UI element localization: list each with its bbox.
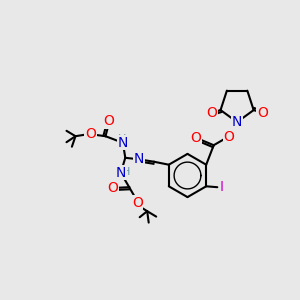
Text: N: N — [118, 136, 128, 150]
Text: N: N — [116, 166, 126, 180]
Text: O: O — [85, 127, 96, 141]
Text: I: I — [220, 180, 224, 194]
Text: O: O — [104, 114, 115, 128]
Text: O: O — [108, 181, 118, 194]
Text: O: O — [190, 131, 201, 145]
Text: O: O — [132, 196, 143, 210]
Text: H: H — [118, 134, 127, 144]
Text: O: O — [223, 130, 234, 144]
Text: H: H — [122, 167, 130, 177]
Text: O: O — [207, 106, 218, 120]
Text: N: N — [232, 115, 242, 129]
Text: O: O — [257, 106, 268, 120]
Text: N: N — [134, 152, 144, 166]
